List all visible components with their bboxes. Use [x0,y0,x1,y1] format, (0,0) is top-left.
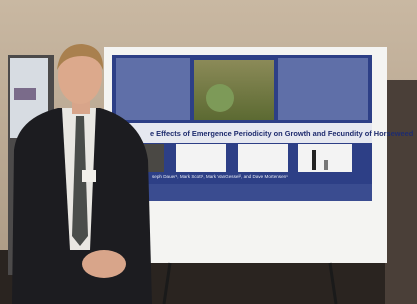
poster-chart [176,144,226,172]
right-panel [385,80,417,304]
horseweed-rosette [206,84,234,112]
poster-authors: seph Dauer¹, Mark Scott¹, Mark VanGessel… [152,174,288,179]
poster-chart [238,144,288,172]
poster-title: e Effects of Emergence Periodicity on Gr… [150,129,414,138]
left-poster-figure [14,88,36,100]
poster-chart-bar [324,160,328,170]
poster-footer [112,184,372,201]
poster-chart-bar [312,150,316,170]
poster-text-block [116,58,190,120]
photo: e Effects of Emergence Periodicity on Gr… [0,0,417,304]
poster-text-block [278,58,368,120]
name-badge [82,170,96,182]
poster-photo [194,60,274,120]
hands [82,250,126,278]
